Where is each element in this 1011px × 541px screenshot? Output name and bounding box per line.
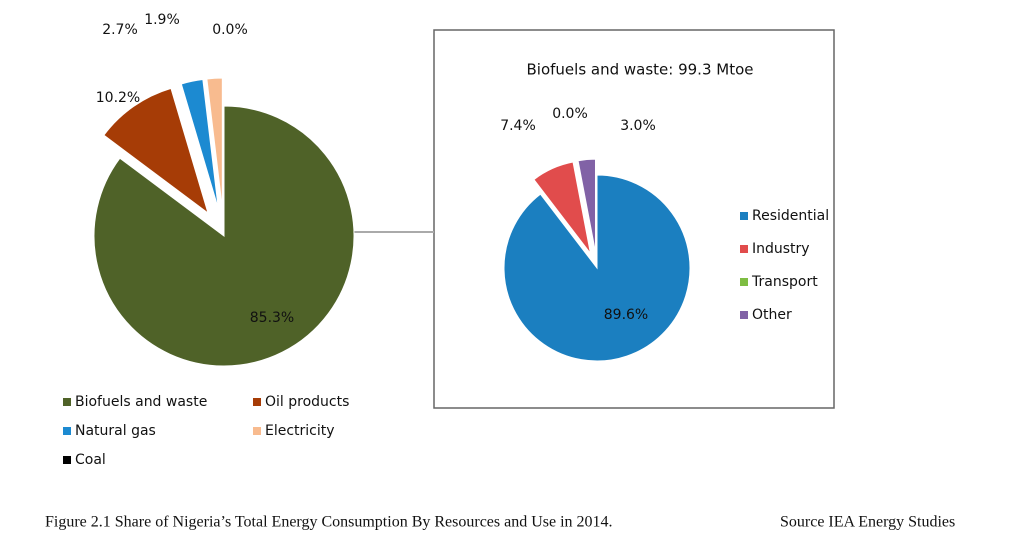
- legend-label: Residential: [752, 208, 829, 224]
- legend-label: Oil products: [265, 394, 349, 410]
- data-label: 10.2%: [96, 90, 140, 106]
- data-label: 85.3%: [250, 310, 294, 326]
- data-label: 89.6%: [604, 307, 648, 323]
- legend-swatch: [740, 311, 748, 319]
- data-label: 0.0%: [212, 22, 248, 38]
- legend-label: Coal: [75, 452, 106, 468]
- caption: Figure 2.1 Share of Nigeria’s Total Ener…: [45, 514, 613, 531]
- inset-box: [433, 29, 835, 409]
- pie-slice: [577, 158, 596, 253]
- data-label: 0.0%: [552, 106, 588, 122]
- pie-slice: [93, 105, 355, 367]
- legend-swatch: [63, 456, 71, 464]
- legend-swatch: [740, 278, 748, 286]
- legend-swatch: [740, 245, 748, 253]
- pie-slice: [576, 160, 595, 253]
- pie-slice: [206, 77, 223, 209]
- pie-slice: [533, 161, 591, 254]
- data-label: 7.4%: [500, 118, 536, 134]
- legend-label: Transport: [751, 274, 818, 290]
- inset-title: Biofuels and waste: 99.3 Mtoe: [527, 61, 754, 79]
- legend-swatch: [253, 398, 261, 406]
- pie-slice: [103, 87, 209, 215]
- pie-slice: [180, 78, 219, 209]
- legend-label: Electricity: [265, 423, 335, 439]
- data-label: 1.9%: [144, 12, 180, 28]
- legend-label: Industry: [752, 241, 810, 257]
- data-label: 2.7%: [102, 22, 138, 38]
- legend-label: Biofuels and waste: [75, 394, 207, 410]
- legend-swatch: [63, 427, 71, 435]
- legend-swatch: [740, 212, 748, 220]
- legend-label: Natural gas: [75, 423, 156, 439]
- pie-slice: [503, 174, 691, 362]
- data-label: 3.0%: [620, 118, 656, 134]
- source: Source IEA Energy Studies: [780, 514, 955, 531]
- legend-swatch: [253, 427, 261, 435]
- legend-label: Other: [752, 307, 792, 323]
- legend-swatch: [63, 398, 71, 406]
